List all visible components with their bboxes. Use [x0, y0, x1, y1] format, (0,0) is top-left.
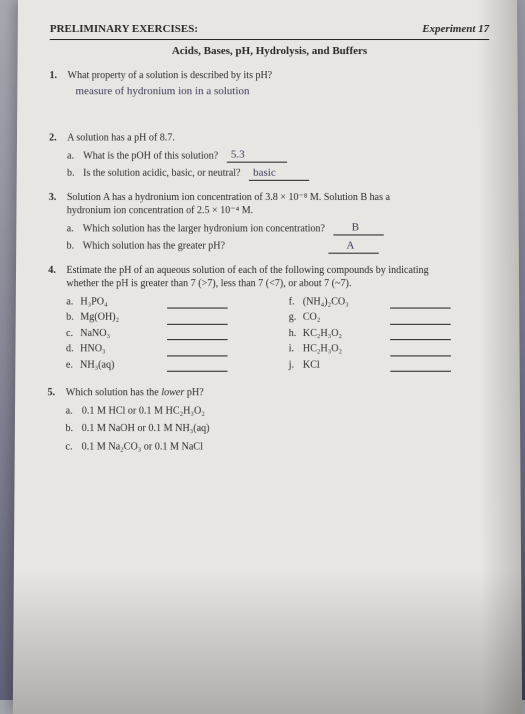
q4-num: 4.: [48, 263, 56, 277]
q5b: b.0.1 M NaOH or 0.1 M NH₃(aq): [65, 422, 491, 436]
worksheet-page: PRELIMINARY EXERCISES: Experiment 17 Aci…: [13, 0, 522, 714]
q3-l1: Solution A has a hydronium ion concentra…: [67, 191, 390, 202]
q4b: b.Mg(OH)₂: [66, 311, 268, 325]
question-3: 3. Solution A has a hydronium ion concen…: [48, 190, 490, 253]
q5c: c.0.1 M Na₂CO₃ or 0.1 M NaCl: [65, 440, 492, 454]
q2a-text: What is the pOH of this solution?: [83, 150, 218, 161]
q2b-text: Is the solution acidic, basic, or neutra…: [83, 168, 240, 179]
q4g: g.CO₂: [289, 311, 491, 325]
q2a-lbl: a.: [67, 149, 74, 163]
q5-num: 5.: [47, 386, 55, 400]
header: PRELIMINARY EXERCISES: Experiment 17: [50, 22, 489, 37]
q3b: b. Which solution has the greater pH? A: [67, 240, 491, 254]
q3b-text: Which solution has the greater pH?: [83, 241, 225, 252]
q3a: a. Which solution has the larger hydroni…: [67, 222, 491, 236]
q4h: h.KC₂H₃O₂: [289, 326, 491, 340]
q4a: a.H₃PO₄: [66, 295, 268, 309]
q2a-blank: 5.3: [227, 151, 287, 163]
q4c: c.NaNO₃: [66, 326, 268, 340]
q2a-ans: 5.3: [231, 148, 245, 163]
q3b-lbl: b.: [67, 240, 75, 254]
q3-num: 3.: [49, 190, 57, 204]
q5-text: Which solution has the lower pH?: [66, 387, 204, 398]
question-1: 1. What property of a solution is descri…: [49, 69, 490, 122]
subtitle: Acids, Bases, pH, Hydrolysis, and Buffer…: [50, 44, 490, 59]
header-left: PRELIMINARY EXERCISES:: [50, 22, 198, 37]
q3-l2: hydronium ion concentration of 2.5 × 10⁻…: [67, 205, 253, 216]
q3b-ans: A: [346, 238, 354, 253]
q2-text: A solution has a pH of 8.7.: [67, 132, 175, 143]
q3b-blank: A: [328, 241, 378, 253]
question-4: 4. Estimate the pH of an aqueous solutio…: [48, 263, 492, 371]
q2b-lbl: b.: [67, 167, 75, 181]
q3a-blank: B: [334, 223, 384, 235]
page-shadow-bottom: [13, 569, 522, 714]
q3a-text: Which solution has the larger hydronium …: [83, 223, 325, 234]
q4d: d.HNO₃: [66, 342, 269, 356]
q3a-ans: B: [352, 220, 359, 235]
q2b-blank: basic: [249, 168, 309, 180]
q2a: a. What is the pOH of this solution? 5.3: [67, 149, 490, 163]
q1-num: 1.: [49, 69, 57, 83]
q2b-ans: basic: [253, 165, 276, 180]
q3a-lbl: a.: [67, 222, 74, 236]
q1-handwritten: measure of hydronium ion in a solution: [75, 84, 489, 99]
q4-l1: Estimate the pH of an aqueous solution o…: [66, 264, 428, 275]
q1-text: What property of a solution is described…: [68, 70, 273, 81]
q4e: e.NH₃(aq): [66, 358, 269, 372]
q2b: b. Is the solution acidic, basic, or neu…: [67, 167, 490, 181]
q5a: a.0.1 M HCl or 0.1 M HC₂H₃O₂: [66, 404, 492, 418]
q4-grid: a.H₃PO₄ f.(NH₄)₂CO₃ b.Mg(OH)₂ g.CO₂ c.Na…: [66, 295, 492, 372]
header-right: Experiment 17: [422, 22, 489, 37]
q4-l2: whether the pH is greater than 7 (>7), l…: [66, 278, 351, 289]
question-5: 5. Which solution has the lower pH? a.0.…: [47, 386, 492, 454]
header-rule: [50, 39, 490, 40]
question-2: 2. A solution has a pH of 8.7. a. What i…: [49, 131, 490, 180]
q4i: i.HC₂H₃O₂: [289, 342, 492, 356]
q4f: f.(NH₄)₂CO₃: [289, 295, 491, 309]
q2-num: 2.: [49, 131, 57, 145]
q4j: j.KCl: [289, 358, 492, 372]
